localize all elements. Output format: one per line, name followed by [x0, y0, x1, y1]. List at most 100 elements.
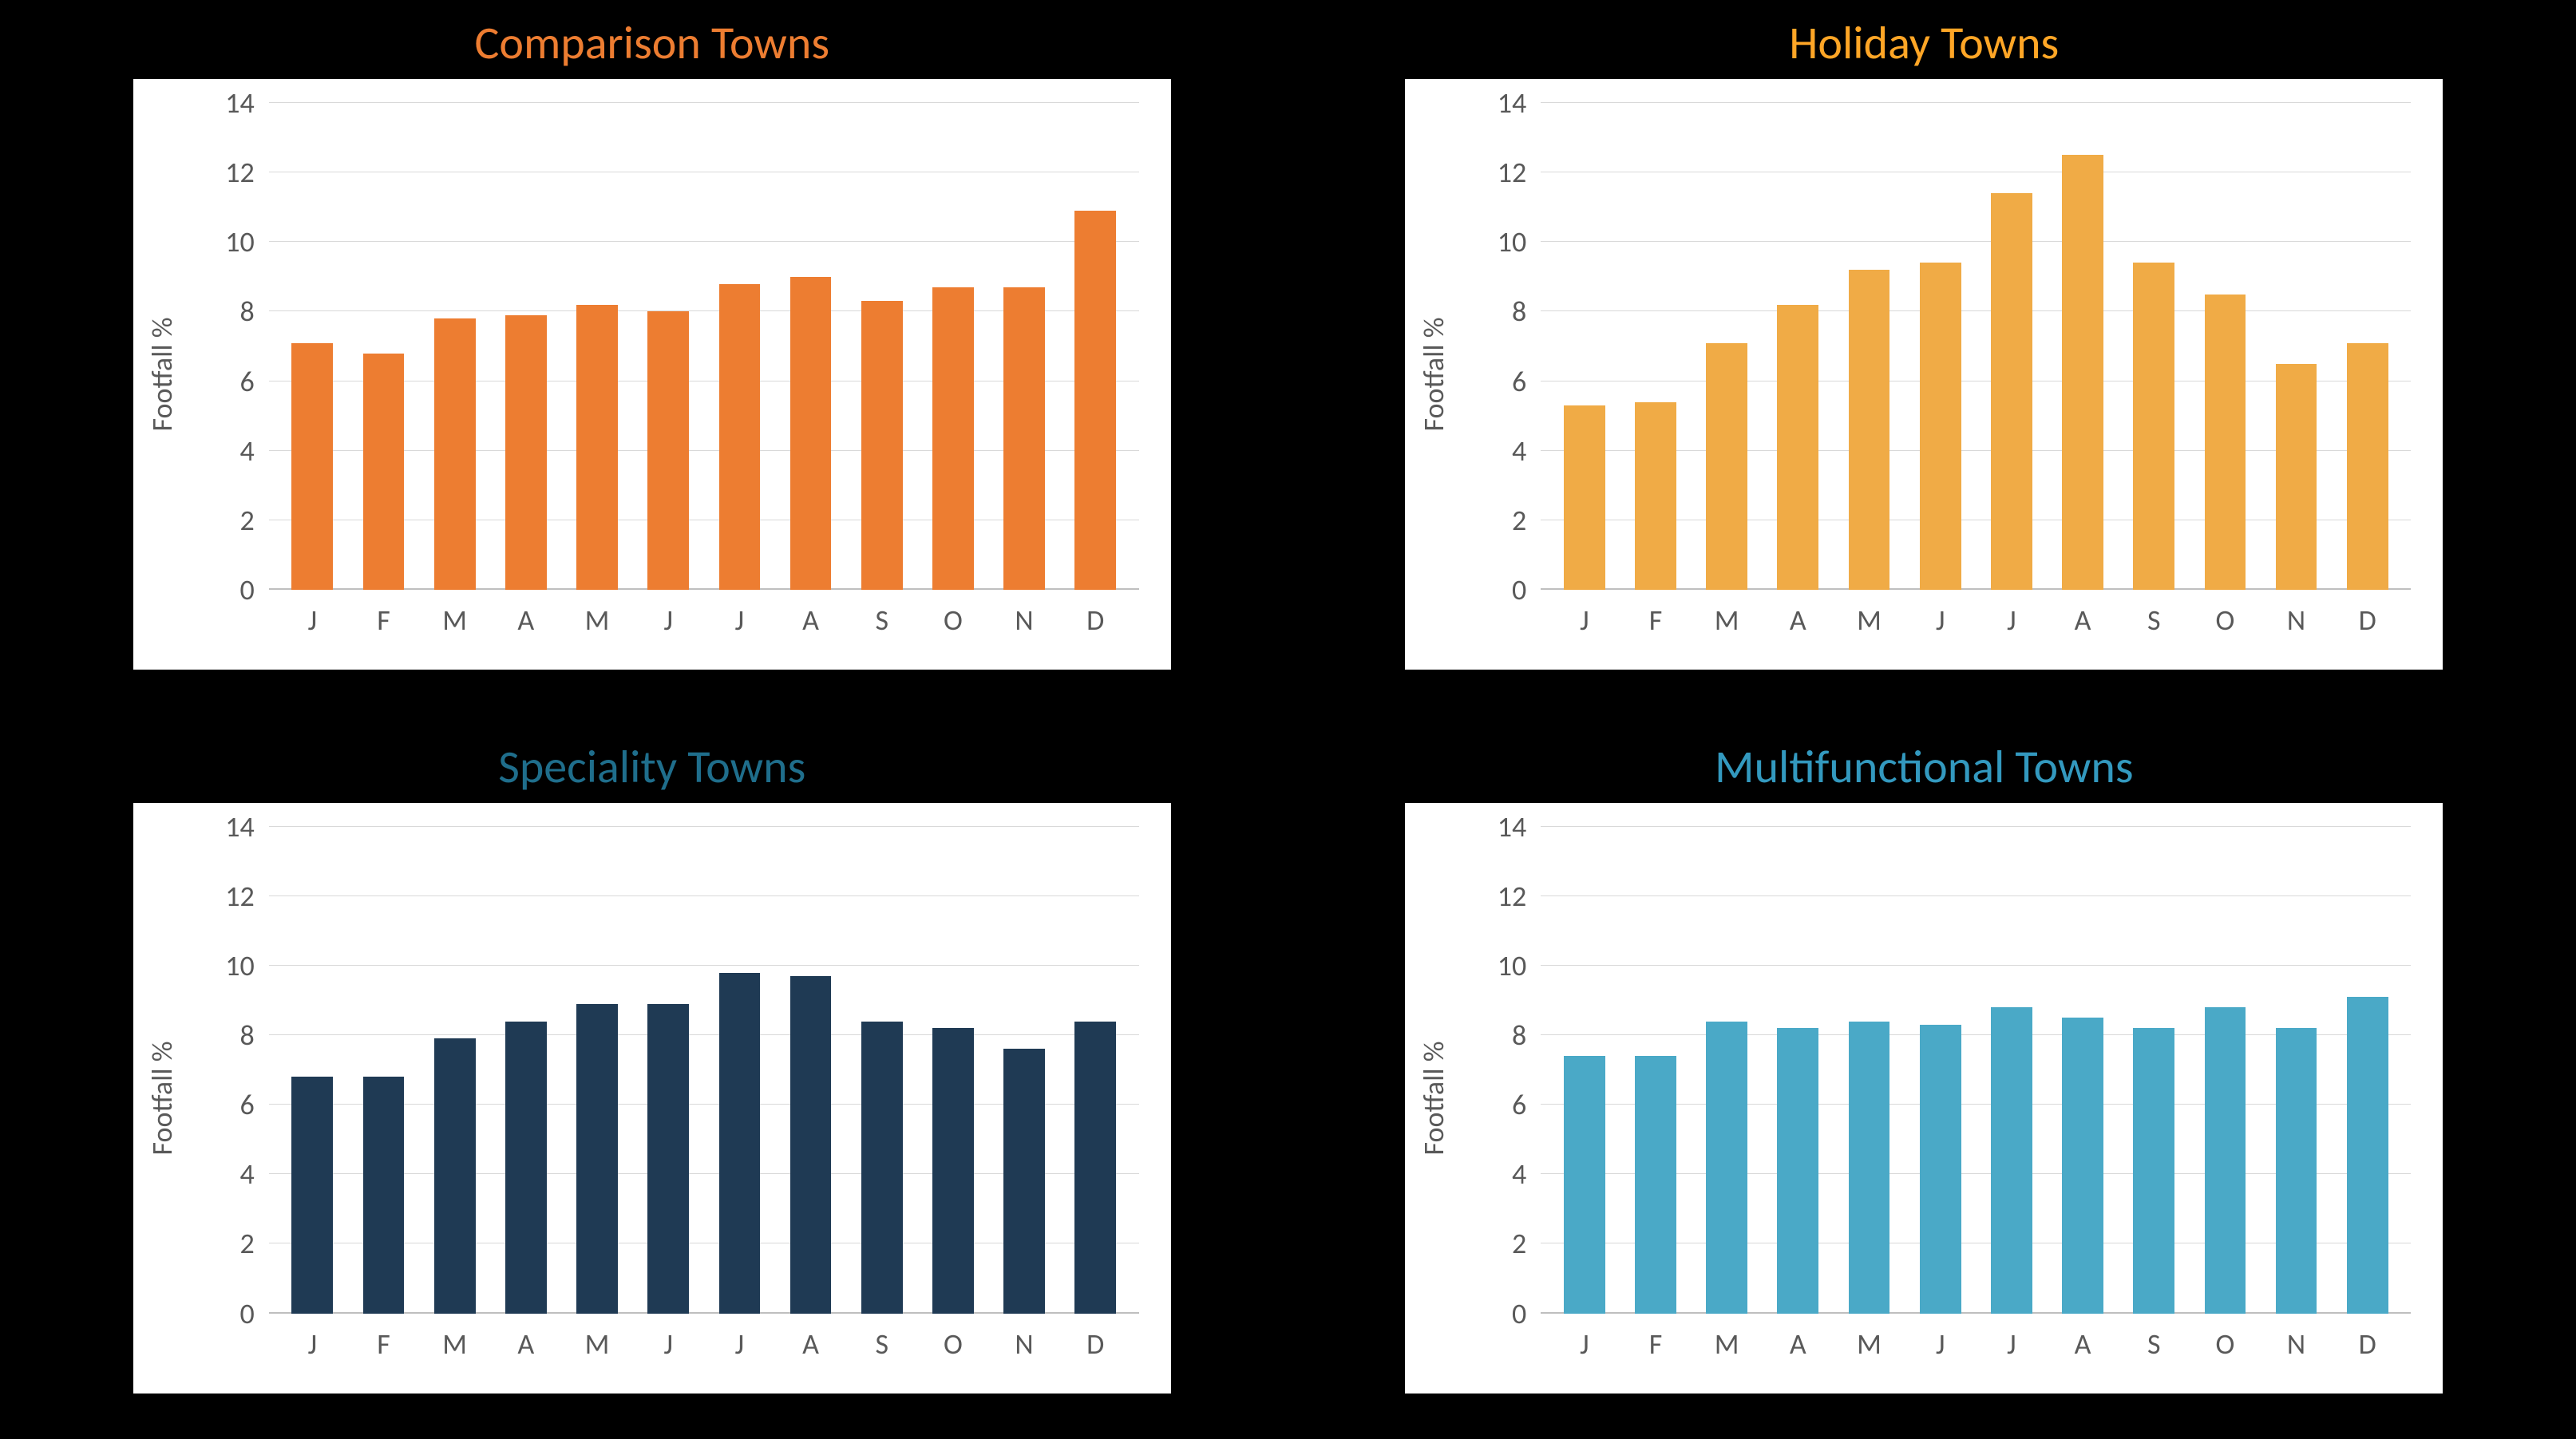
x-label: J — [1549, 1326, 1620, 1362]
x-label: D — [1060, 1326, 1131, 1362]
plot-area-comparison: 02468101214 — [269, 103, 1139, 590]
bar — [932, 1028, 974, 1313]
panel-speciality: Speciality Towns Footfall % 02468101214 … — [32, 732, 1272, 1424]
chart-multifunctional: Footfall % 02468101214 JFMAMJJASOND — [1405, 803, 2443, 1394]
ytick-label: 12 — [225, 155, 255, 190]
x-labels-comparison: JFMAMJJASOND — [269, 603, 1139, 638]
ytick-label: 14 — [1498, 85, 1527, 121]
panel-multifunctional: Multifunctional Towns Footfall % 0246810… — [1304, 732, 2545, 1424]
bar — [1849, 270, 1890, 590]
title-comparison: Comparison Towns — [474, 14, 829, 71]
ytick-label: 0 — [1512, 572, 1526, 607]
bar-slot — [348, 827, 419, 1314]
ytick-label: 2 — [1512, 503, 1526, 538]
ytick-label: 6 — [1512, 364, 1526, 399]
bar — [434, 318, 476, 590]
bar-slot — [1834, 103, 1905, 590]
bar — [1074, 211, 1116, 590]
bar — [505, 1022, 547, 1314]
x-label: A — [2047, 603, 2118, 638]
ytick-label: 12 — [225, 879, 255, 914]
bar — [576, 305, 618, 590]
x-label: D — [2332, 1326, 2403, 1362]
chart-grid: Comparison Towns Footfall % 02468101214 … — [0, 0, 2576, 1439]
chart-holiday: Footfall % 02468101214 JFMAMJJASOND — [1405, 79, 2443, 670]
bar — [1564, 405, 1605, 590]
bar-slot — [2190, 103, 2261, 590]
bar — [2062, 155, 2103, 590]
ytick-label: 12 — [1498, 155, 1527, 190]
ytick-label: 14 — [1498, 809, 1527, 844]
bar-slot — [2119, 827, 2190, 1314]
x-label: A — [490, 1326, 561, 1362]
bar — [647, 311, 689, 590]
x-label: O — [917, 1326, 988, 1362]
x-label: N — [988, 603, 1059, 638]
bar — [291, 343, 333, 590]
x-labels-holiday: JFMAMJJASOND — [1541, 603, 2411, 638]
bar-slot — [917, 827, 988, 1314]
title-multifunctional: Multifunctional Towns — [1715, 738, 2134, 795]
bar — [1003, 1049, 1045, 1313]
x-label: M — [419, 1326, 490, 1362]
x-label: D — [1060, 603, 1131, 638]
bar — [1991, 193, 2032, 590]
ytick-label: 10 — [1498, 224, 1527, 259]
bar-slot — [277, 103, 348, 590]
ytick-label: 4 — [1512, 1156, 1526, 1192]
bar-slot — [419, 827, 490, 1314]
bar — [719, 284, 761, 590]
bar-slot — [2332, 103, 2403, 590]
ytick-label: 6 — [240, 1087, 255, 1122]
x-label: S — [2119, 1326, 2190, 1362]
bar — [1564, 1056, 1605, 1313]
bars — [269, 103, 1139, 590]
bar — [647, 1004, 689, 1314]
bar-slot — [704, 103, 775, 590]
ytick-label: 2 — [240, 1226, 255, 1261]
title-speciality: Speciality Towns — [498, 738, 805, 795]
panel-holiday: Holiday Towns Footfall % 02468101214 JFM… — [1304, 8, 2545, 700]
x-label: N — [2261, 1326, 2332, 1362]
bar-slot — [1905, 103, 1976, 590]
bar-slot — [633, 103, 704, 590]
x-label: J — [704, 1326, 775, 1362]
bar-slot — [2119, 103, 2190, 590]
ytick-label: 10 — [1498, 948, 1527, 983]
bar-slot — [633, 827, 704, 1314]
bar — [1849, 1022, 1890, 1314]
ytick-label: 14 — [225, 809, 255, 844]
bar — [1991, 1007, 2032, 1313]
x-labels-speciality: JFMAMJJASOND — [269, 1326, 1139, 1362]
ytick-label: 4 — [1512, 433, 1526, 468]
x-label: J — [1905, 603, 1976, 638]
x-label: D — [2332, 603, 2403, 638]
bar-slot — [1692, 103, 1763, 590]
bar-slot — [1763, 103, 1834, 590]
bar — [1706, 343, 1747, 590]
bar — [1920, 1025, 1961, 1314]
bar-slot — [1060, 827, 1131, 1314]
bar-slot — [917, 103, 988, 590]
x-label: J — [704, 603, 775, 638]
bar — [1003, 287, 1045, 590]
bar-slot — [1834, 827, 1905, 1314]
ytick-label: 12 — [1498, 879, 1527, 914]
x-label: O — [2190, 1326, 2261, 1362]
x-label: A — [1763, 603, 1834, 638]
bar-slot — [1060, 103, 1131, 590]
x-label: J — [1905, 1326, 1976, 1362]
bar-slot — [775, 103, 846, 590]
bar-slot — [988, 827, 1059, 1314]
plot-area-speciality: 02468101214 — [269, 827, 1139, 1314]
ytick-label: 2 — [1512, 1226, 1526, 1261]
x-label: M — [561, 1326, 632, 1362]
panel-comparison: Comparison Towns Footfall % 02468101214 … — [32, 8, 1272, 700]
bar-slot — [2261, 103, 2332, 590]
bar — [2062, 1018, 2103, 1313]
ytick-label: 8 — [240, 1018, 255, 1053]
x-label: A — [490, 603, 561, 638]
x-label: A — [2047, 1326, 2118, 1362]
bar-slot — [846, 103, 917, 590]
ytick-label: 14 — [225, 85, 255, 121]
